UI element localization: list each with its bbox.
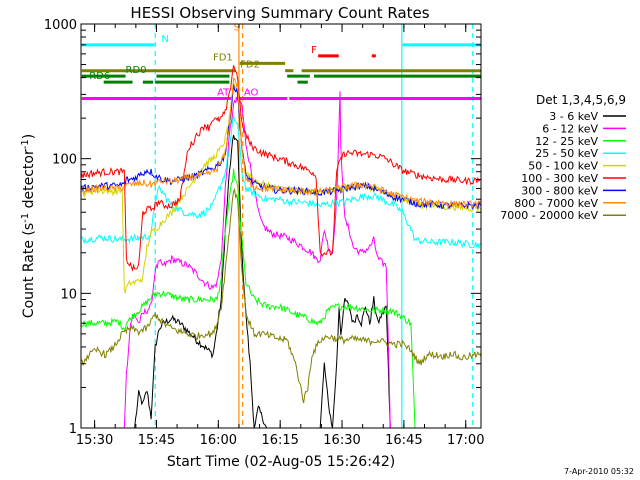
- series-line-3: [81, 115, 481, 249]
- x-tick-label: 16:45: [385, 433, 422, 448]
- footer-date: 7-Apr-2010 05:32: [564, 467, 634, 476]
- flag-label-n: N: [161, 34, 168, 45]
- flag-label-fd2: FD2: [240, 60, 260, 71]
- series-line-2: [81, 168, 481, 428]
- legend-entry-label: 300 - 800 keV: [521, 184, 598, 197]
- legend-entry-label: 7000 - 20000 keV: [500, 209, 598, 222]
- x-tick-label: 16:00: [200, 433, 237, 448]
- y-tick-label: 1000: [44, 18, 77, 33]
- legend-entry-label: 25 - 50 keV: [535, 147, 598, 160]
- x-tick-label: 17:00: [447, 433, 484, 448]
- flag-label-rd6: RD6: [89, 71, 110, 82]
- plot-area: N S F FD1 FD2 RD0 RD6 AO AT: [81, 23, 481, 428]
- series-line-7: [81, 77, 481, 210]
- legend-entry-label: 6 - 12 keV: [542, 122, 598, 135]
- series-line-8: [81, 187, 481, 404]
- legend-entry-label: 100 - 300 keV: [521, 172, 598, 185]
- plot-frame: [80, 23, 482, 429]
- y-axis: 1 10 100 1000: [44, 18, 481, 437]
- legend-entry-label: 12 - 25 keV: [535, 135, 598, 148]
- vertical-markers: [154, 24, 474, 428]
- flag-label-s: S: [234, 23, 240, 34]
- chart-title: HESSI Observing Summary Count Rates: [130, 4, 429, 22]
- x-axis: 15:30 15:45 16:00 16:15 16:30 16:45 17:00: [76, 24, 484, 448]
- legend-entry-label: 3 - 6 keV: [549, 110, 598, 123]
- y-axis-label: Count Rate (s-1 detector-1): [20, 134, 37, 318]
- legend-title: Det 1,3,4,5,6,9: [536, 93, 626, 107]
- legend-entry-label: 800 - 7000 keV: [514, 197, 598, 210]
- series-line-4: [81, 82, 481, 294]
- x-tick-label: 15:45: [138, 433, 175, 448]
- observing-flags: N S F FD1 FD2 RD0 RD6 AO AT: [81, 23, 481, 100]
- x-tick-label: 15:30: [76, 433, 113, 448]
- x-tick-label: 16:30: [323, 433, 360, 448]
- flag-label-fd1: FD1: [213, 52, 233, 63]
- flag-label-ao: AO: [244, 87, 259, 98]
- series-line-0: [81, 134, 481, 428]
- legend-entry-label: 50 - 100 keV: [528, 160, 598, 173]
- x-tick-label: 16:15: [261, 433, 298, 448]
- series-lines: [81, 65, 481, 428]
- y-tick-label: 1: [69, 422, 77, 437]
- series-line-5: [81, 65, 481, 272]
- flag-label-rd0: RD0: [126, 65, 147, 76]
- y-tick-label: 100: [52, 153, 77, 168]
- flag-label-at: AT: [217, 87, 230, 98]
- flag-label-f: F: [311, 45, 317, 56]
- x-axis-label: Start Time (02-Aug-05 15:26:42): [167, 454, 395, 470]
- y-tick-label: 10: [60, 287, 77, 302]
- series-line-1: [81, 91, 481, 428]
